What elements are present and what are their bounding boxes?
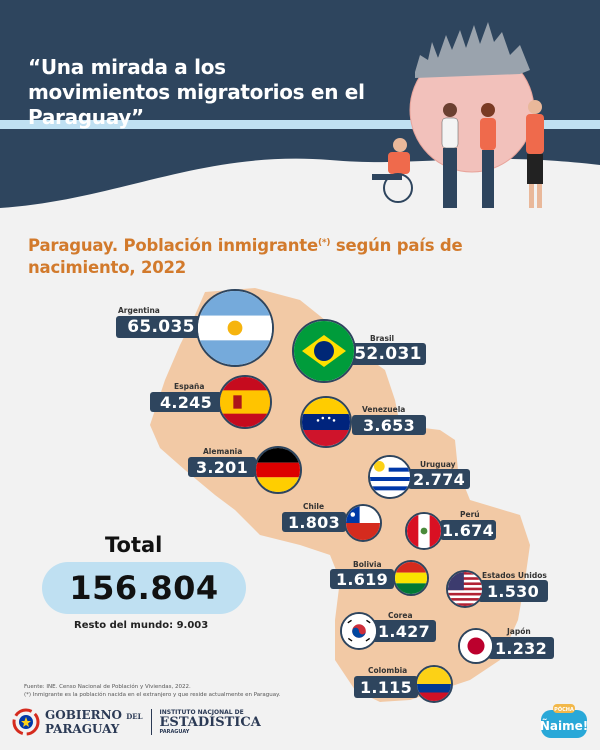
country-name: Japón [507, 627, 531, 636]
country-value: 4.245 [150, 392, 222, 412]
japan-flag-icon [458, 628, 494, 664]
peru-flag-icon [405, 512, 443, 550]
total-value: 156.804 [42, 562, 246, 614]
naime-main: Ñaime! [540, 718, 588, 733]
germany-flag-icon [254, 446, 302, 494]
logo-divider [150, 709, 152, 735]
gobierno-logo: GOBIERNO DEL PARAGUAY [12, 708, 143, 736]
paraguay-seal-icon [12, 708, 40, 736]
country-name: Argentina [118, 306, 160, 315]
korea-flag-icon [340, 612, 378, 650]
country-name: Colombia [368, 666, 408, 675]
usa-flag-icon [446, 570, 484, 608]
country-name: Corea [388, 611, 413, 620]
argentina-flag-icon [196, 289, 274, 367]
country-name: Chile [303, 502, 325, 511]
header-background [0, 0, 600, 215]
pocha-naime-logo: PÓCHA Ñaime! [540, 704, 588, 738]
country-value: 3.201 [188, 457, 256, 477]
spain-flag-icon [218, 375, 272, 429]
country-name: Brasil [370, 334, 395, 343]
country-name: Uruguay [420, 460, 456, 469]
venezuela-flag-icon [300, 396, 352, 448]
country-value: 1.619 [330, 569, 394, 589]
country-name: Bolivia [353, 560, 382, 569]
header-banner: “Una mirada a los movimientos migratorio… [0, 0, 600, 215]
ine-line3: PARAGUAY [159, 729, 190, 735]
definition-note: (*) Inmigrante es la población nacida en… [24, 692, 281, 698]
uruguay-flag-icon [368, 455, 412, 499]
gobierno-text: GOBIERNO DEL PARAGUAY [45, 709, 143, 735]
country-name: Venezuela [362, 405, 406, 414]
gov-del: DEL [126, 712, 143, 721]
country-value: 1.530 [478, 580, 548, 602]
ine-line2: ESTADÍSTICA [159, 715, 261, 730]
country-value: 2.774 [408, 469, 470, 489]
footer-logos: GOBIERNO DEL PARAGUAY INSTITUTO NACIONAL… [12, 708, 261, 736]
brazil-flag-icon [292, 319, 356, 383]
chile-flag-icon [344, 504, 382, 542]
gov-line2: PARAGUAY [45, 722, 120, 736]
chart-subtitle: Paraguay. Población inmigrante(*) según … [28, 232, 548, 279]
people-illustration [372, 100, 544, 208]
country-name: Alemania [203, 447, 243, 456]
country-value: 1.674 [440, 520, 496, 540]
country-value: 3.653 [352, 415, 426, 435]
bolivia-flag-icon [393, 560, 429, 596]
country-value: 1.115 [354, 676, 418, 698]
country-value: 1.803 [282, 512, 346, 532]
country-name: Estados Unidos [482, 571, 547, 580]
country-value: 1.427 [372, 620, 436, 642]
total-label: Total [105, 533, 163, 557]
subtitle-footnote-marker: (*) [317, 238, 331, 248]
ine-logo: INSTITUTO NACIONAL DE ESTADÍSTICA PARAGU… [160, 709, 261, 735]
country-name: España [174, 382, 205, 391]
subtitle-text: Paraguay. Población inmigrante [28, 236, 318, 255]
country-value: 65.035 [116, 316, 206, 338]
footnote: Fuente: INE. Censo Nacional de Población… [24, 683, 280, 699]
page-title: “Una mirada a los movimientos migratorio… [28, 55, 365, 129]
country-name: Perú [460, 510, 480, 519]
source-text: Fuente: INE. Censo Nacional de Población… [24, 684, 191, 690]
naime-top: PÓCHA [554, 706, 574, 713]
rest-of-world: Resto del mundo: 9.003 [74, 620, 209, 631]
country-value: 52.031 [350, 343, 426, 365]
country-value: 1.232 [488, 637, 554, 659]
gov-line1: GOBIERNO [45, 708, 122, 722]
subtitle-text-end: según país de nacimiento, 2022 [28, 236, 463, 277]
colombia-flag-icon [415, 665, 453, 703]
ine-line1: INSTITUTO NACIONAL DE [159, 709, 244, 716]
